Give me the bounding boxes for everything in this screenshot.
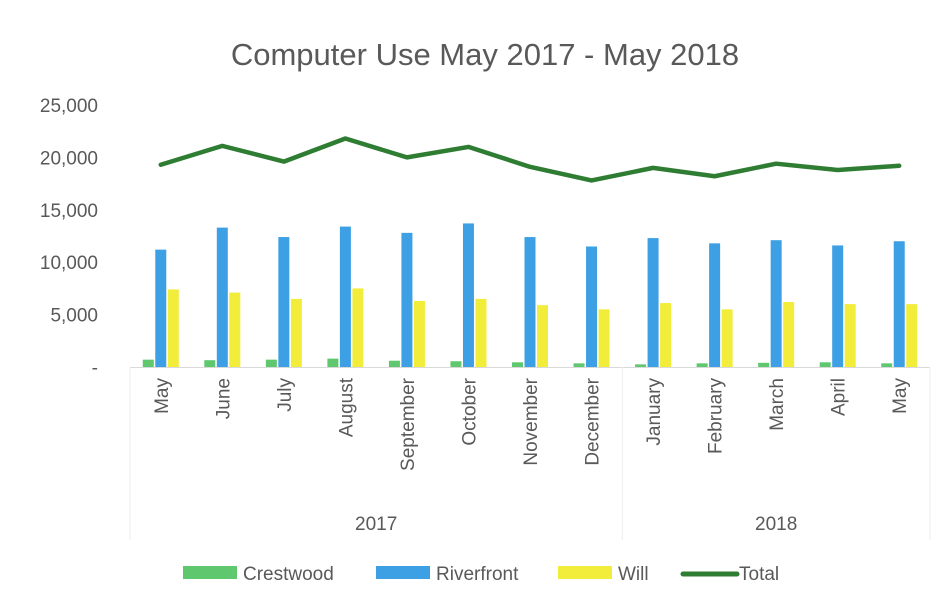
total-line-group bbox=[158, 136, 902, 183]
bar-will bbox=[783, 302, 795, 367]
bar-will bbox=[475, 298, 487, 367]
legend-swatch-crestwood bbox=[183, 566, 237, 579]
legend-label-will: Will bbox=[618, 564, 649, 585]
bars bbox=[142, 223, 918, 367]
bar-crestwood bbox=[142, 359, 154, 367]
bar-will bbox=[352, 288, 364, 367]
bar-will bbox=[167, 289, 179, 367]
bar-crestwood bbox=[512, 362, 523, 367]
bar-crestwood bbox=[265, 359, 277, 367]
bar-will bbox=[721, 309, 733, 367]
group-label: 2017 bbox=[355, 514, 397, 535]
bar-riverfront bbox=[586, 246, 598, 367]
y-tick-label: 25,000 bbox=[40, 96, 98, 117]
bar-riverfront bbox=[647, 238, 659, 367]
bar-crestwood bbox=[327, 358, 339, 367]
bar-will bbox=[413, 300, 425, 367]
y-tick-label: - bbox=[92, 358, 98, 379]
bar-will bbox=[598, 309, 610, 367]
x-tick-label: January bbox=[644, 378, 665, 446]
x-tick-label: December bbox=[583, 377, 604, 465]
bar-crestwood bbox=[450, 361, 462, 367]
bar-riverfront bbox=[339, 226, 351, 367]
bar-crestwood bbox=[204, 360, 216, 367]
legend: Crestwood Riverfront Will Total bbox=[183, 564, 779, 585]
x-tick-label: November bbox=[521, 377, 542, 465]
bar-will bbox=[229, 292, 241, 367]
group-label: 2018 bbox=[755, 514, 797, 535]
bar-riverfront bbox=[462, 223, 474, 367]
bar-riverfront bbox=[893, 241, 905, 367]
bar-crestwood bbox=[388, 360, 400, 367]
x-tick-label: October bbox=[459, 377, 480, 445]
bar-will bbox=[660, 303, 672, 367]
line-total bbox=[158, 136, 902, 183]
bar-crestwood bbox=[635, 364, 647, 367]
x-tick-label: May bbox=[152, 378, 173, 414]
bar-riverfront bbox=[832, 245, 844, 367]
x-tick-label: May bbox=[890, 378, 911, 414]
bar-riverfront bbox=[155, 249, 167, 367]
bar-crestwood bbox=[758, 362, 770, 367]
legend-label-total: Total bbox=[739, 564, 779, 585]
y-tick-label: 15,000 bbox=[40, 201, 98, 222]
chart-title: Computer Use May 2017 - May 2018 bbox=[231, 37, 739, 72]
bar-will bbox=[537, 305, 548, 367]
bar-crestwood bbox=[696, 363, 708, 367]
legend-label-crestwood: Crestwood bbox=[243, 564, 334, 585]
x-tick-label: March bbox=[767, 378, 788, 431]
x-tick-label: July bbox=[275, 378, 296, 412]
y-tick-label: 10,000 bbox=[40, 253, 98, 274]
x-tick-label: April bbox=[829, 378, 850, 416]
x-tick-label: August bbox=[336, 377, 357, 437]
x-axis: May June July August September October Novembe… bbox=[129, 367, 931, 540]
legend-swatch-will bbox=[558, 566, 612, 579]
bar-will bbox=[290, 298, 302, 367]
bar-crestwood bbox=[573, 363, 585, 367]
x-tick-label: February bbox=[706, 378, 727, 455]
bar-will bbox=[844, 304, 856, 367]
y-tick-label: 20,000 bbox=[40, 148, 98, 169]
bar-riverfront bbox=[278, 237, 290, 367]
y-axis: - 5,000 10,000 15,000 20,000 25,000 bbox=[40, 96, 98, 379]
bar-riverfront bbox=[524, 237, 536, 367]
bar-riverfront bbox=[709, 243, 721, 367]
bar-will bbox=[906, 304, 918, 367]
y-tick-label: 5,000 bbox=[50, 306, 98, 327]
bar-riverfront bbox=[216, 227, 228, 367]
bar-crestwood bbox=[819, 362, 831, 367]
x-tick-label: June bbox=[213, 378, 234, 419]
bar-riverfront bbox=[401, 232, 413, 367]
bar-riverfront bbox=[770, 240, 782, 367]
bar-crestwood bbox=[881, 363, 893, 367]
legend-swatch-riverfront bbox=[376, 566, 430, 579]
legend-label-riverfront: Riverfront bbox=[436, 564, 519, 585]
x-tick-label: September bbox=[398, 377, 419, 471]
